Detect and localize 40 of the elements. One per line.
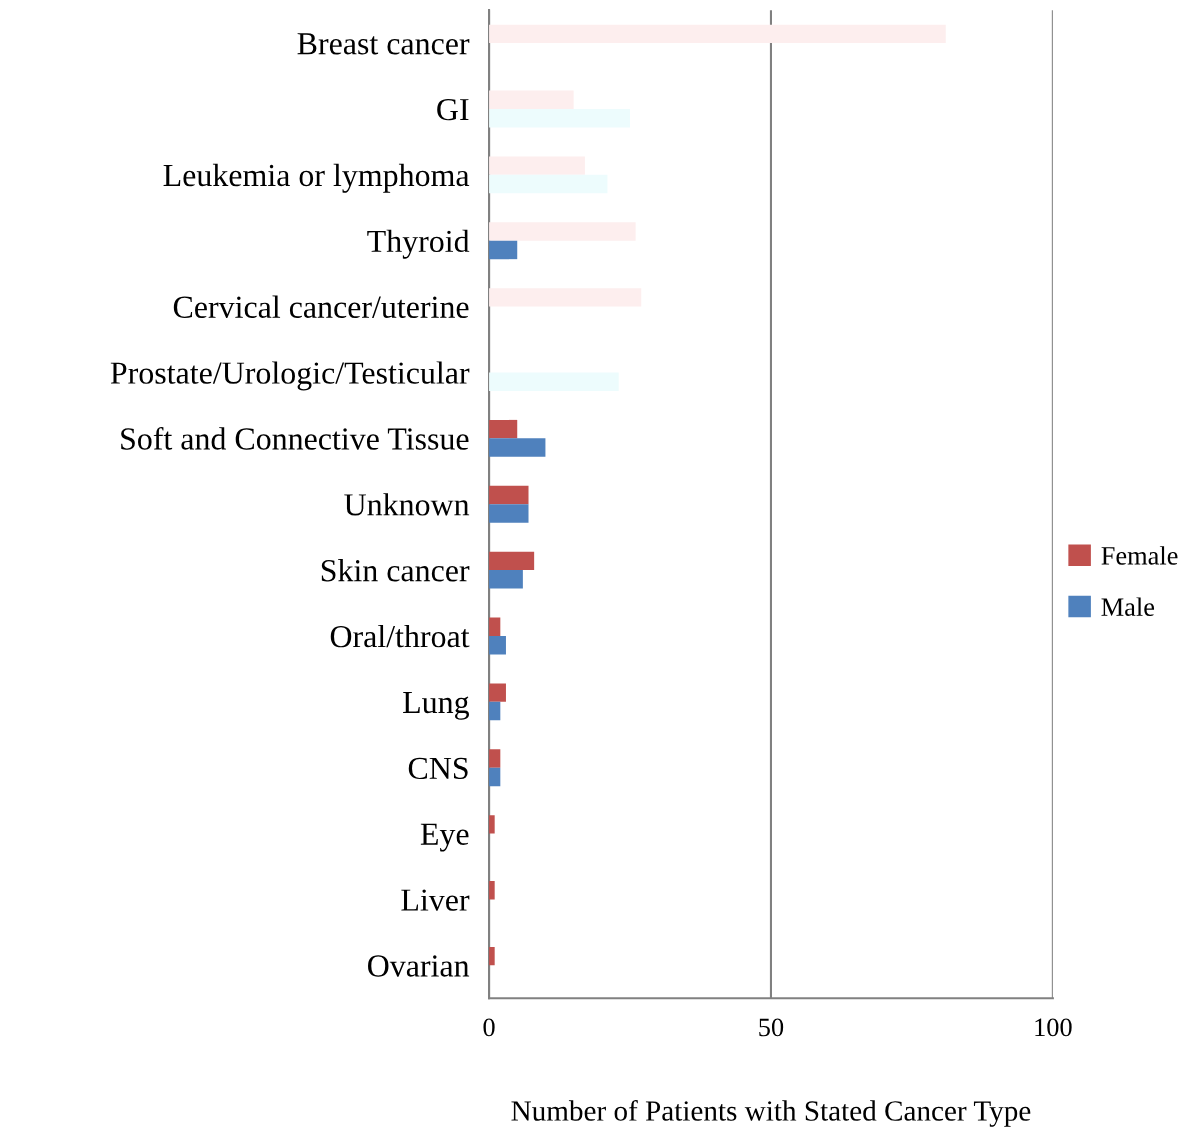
y-tick-label: Prostate/Urologic/Testicular [110, 361, 470, 391]
bar [489, 485, 529, 505]
bar [489, 372, 619, 391]
bar [489, 438, 546, 457]
bar [489, 551, 535, 571]
bar [489, 683, 506, 702]
x-tick-label: 100 [1035, 1018, 1072, 1037]
y-tick-label: Liver [401, 889, 470, 911]
y-tick-label: Breast cancer [297, 33, 470, 55]
y-tick-label: Unknown [344, 493, 470, 516]
y-tick-label: Eye [420, 823, 469, 852]
bar [489, 174, 608, 194]
y-tick-label: Soft and Connective Tissue [121, 426, 469, 450]
bar [489, 815, 495, 834]
bar [489, 635, 506, 655]
legend-label: Female [1101, 546, 1178, 565]
bar [489, 90, 574, 109]
bar [489, 108, 630, 128]
y-tick-label: Cervical cancer/uterine [173, 295, 469, 318]
x-tick-label: 0 [483, 1018, 495, 1037]
bar [489, 222, 636, 241]
bar [489, 504, 529, 523]
bar [489, 240, 518, 260]
bar [489, 24, 946, 44]
bar [489, 156, 585, 175]
y-tick-label: Ovarian [368, 955, 470, 977]
y-tick-label: CNS [408, 757, 468, 780]
x-axis-title: Number of Patients with Stated Cancer Type [511, 1099, 1031, 1127]
y-tick-label: Leukemia or lymphoma [163, 163, 470, 193]
bar [489, 419, 518, 439]
bar [489, 749, 501, 768]
bar [489, 288, 642, 307]
y-tick-label: Oral/throat [330, 624, 470, 648]
y-tick-label: GI [437, 98, 469, 121]
legend-label: Male [1101, 597, 1155, 616]
y-tick-label: Lung [403, 691, 469, 720]
y-tick-label: Thyroid [367, 229, 470, 259]
y-tick-label: Skin cancer [321, 559, 470, 582]
x-tick-label: 50 [759, 1018, 784, 1037]
bar [489, 570, 523, 589]
